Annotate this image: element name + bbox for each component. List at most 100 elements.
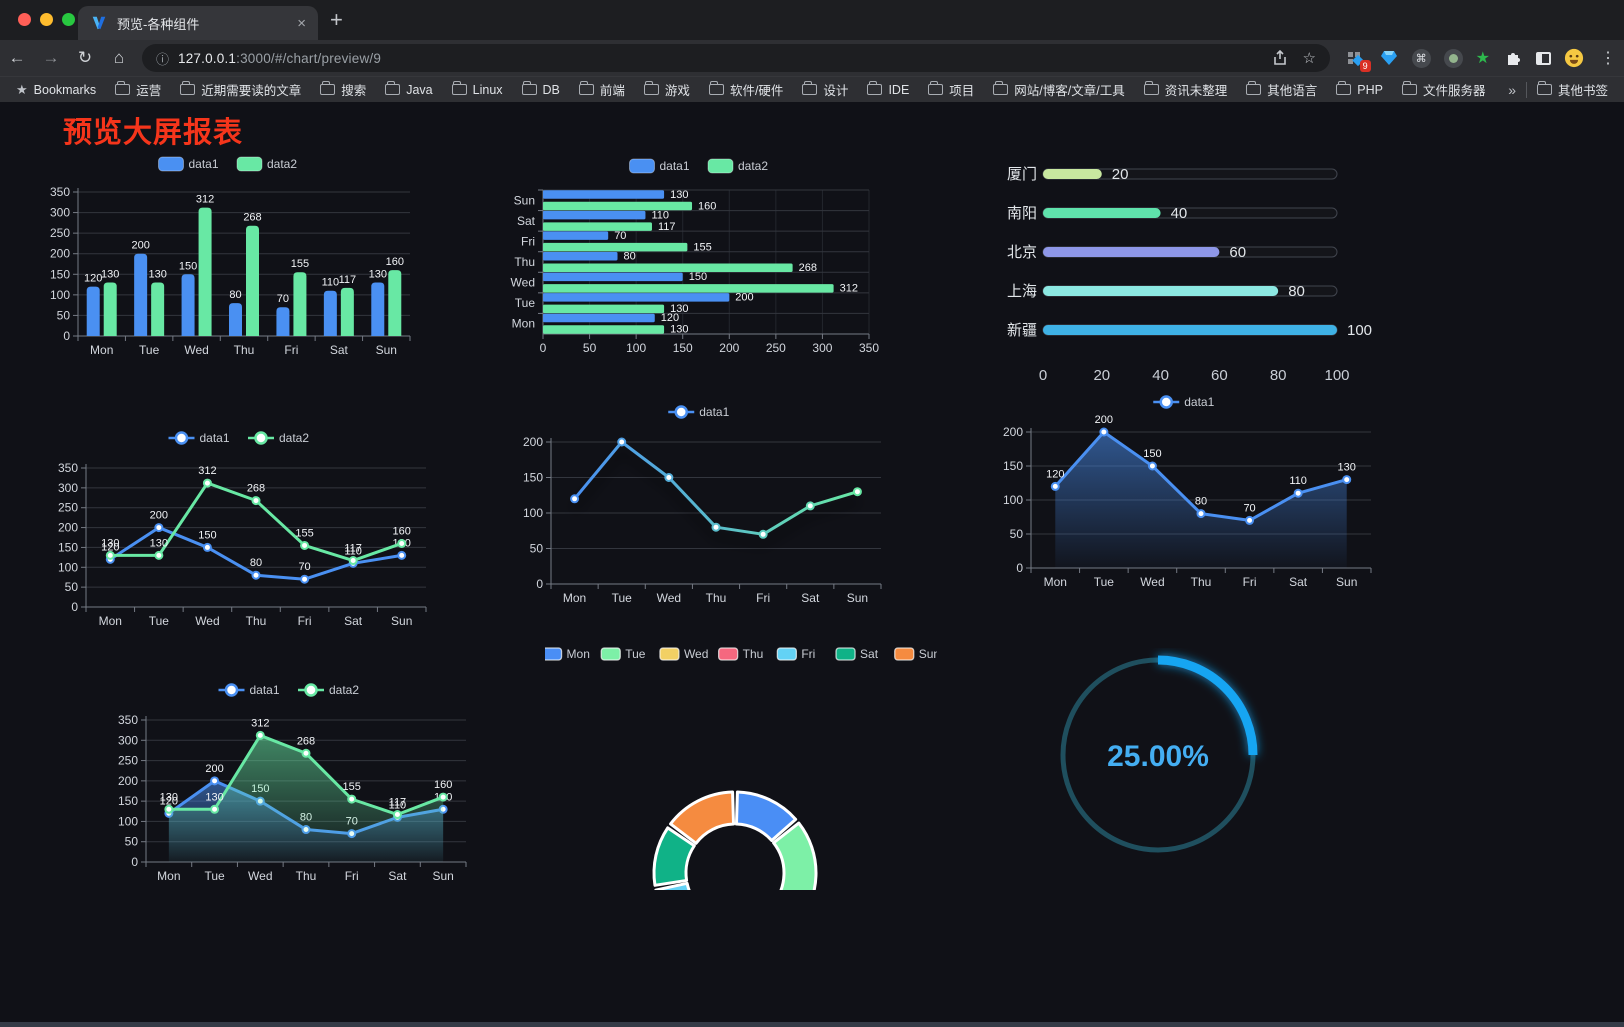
star-extension-icon[interactable]: ★ [1475, 50, 1490, 67]
svg-text:200: 200 [1095, 414, 1113, 426]
svg-text:150: 150 [118, 794, 138, 808]
svg-text:data1: data1 [200, 431, 230, 445]
address-bar[interactable]: ⓘ 127.0.0.1:3000/#/chart/preview/9 ☆ [142, 44, 1330, 72]
svg-text:data2: data2 [279, 431, 309, 445]
bookmark-folder-15[interactable]: PHP [1336, 80, 1383, 97]
reload-icon[interactable]: ↻ [77, 48, 93, 67]
bookmarks-root[interactable]: ★ Bookmarks [16, 82, 96, 98]
gauge-progress-ring[interactable]: 25.00% [1040, 648, 1276, 868]
svg-text:Mon: Mon [567, 647, 590, 661]
svg-text:Tue: Tue [612, 591, 633, 605]
svg-text:80: 80 [250, 557, 262, 569]
two-series-line-chart[interactable]: data1 data2 0 50 100 150 200 250 300 350 Mon Tue Wed… [40, 424, 442, 639]
bookmark-folder-16[interactable]: 文件服务器 [1401, 80, 1485, 99]
minimize-window-button[interactable] [40, 13, 53, 26]
bookmark-folder-13[interactable]: 资讯未整理 [1143, 80, 1227, 99]
browser-tab[interactable]: 预览-各种组件 × [78, 6, 318, 40]
folder-icon [1401, 80, 1417, 95]
grouped-bar-chart[interactable]: data1 data2 0 50 100 150 200 250 300 350 Mon Tue Wed… [40, 148, 420, 366]
tab-title: 预览-各种组件 [117, 16, 200, 32]
svg-text:350: 350 [859, 341, 879, 355]
bookmarks-overflow-chevron[interactable]: » [1508, 81, 1516, 98]
record-extension-icon[interactable] [1443, 48, 1463, 68]
svg-text:北京: 北京 [1007, 244, 1037, 261]
svg-text:155: 155 [291, 258, 309, 270]
svg-text:Sun: Sun [391, 614, 412, 628]
url-text: 127.0.0.1:3000/#/chart/preview/9 [178, 51, 381, 66]
other-bookmarks[interactable]: 其他书签 [1536, 80, 1608, 99]
sidebar-toggle-icon[interactable] [1536, 51, 1551, 65]
svg-text:100: 100 [1003, 493, 1023, 507]
puzzle-icon [1508, 53, 1520, 65]
back-icon[interactable]: ← [8, 48, 26, 67]
capsule-progress-chart[interactable]: 厦门 20 南阳 40 北京 60 上海 80 新疆 100 0 20 40 60 80 100 [985, 152, 1391, 388]
bookmark-folder-10[interactable]: IDE [867, 80, 909, 97]
svg-text:200: 200 [523, 435, 543, 449]
svg-text:150: 150 [673, 341, 693, 355]
svg-text:Sat: Sat [388, 869, 407, 883]
svg-text:50: 50 [125, 835, 139, 849]
svg-text:268: 268 [799, 262, 817, 274]
svg-text:117: 117 [389, 797, 407, 809]
forward-icon[interactable]: → [42, 48, 60, 67]
bookmark-folder-7[interactable]: 游戏 [643, 80, 690, 99]
svg-text:250: 250 [50, 226, 70, 240]
bookmark-folder-2[interactable]: 搜索 [320, 80, 366, 99]
donut-chart[interactable]: Mon Tue Wed Thu Fri Sat Sun [541, 640, 940, 956]
svg-text:50: 50 [530, 542, 544, 556]
bookmark-label: 网站/博客/文章/工具 [1014, 84, 1125, 98]
svg-text:上海: 上海 [1007, 283, 1037, 300]
svg-text:Mon: Mon [157, 869, 180, 883]
bookmarks-bar: ★ Bookmarks 运营 近期需要读的文章 搜索 Java Linux DB… [0, 76, 1624, 102]
grid-extension-icon[interactable]: 9 [1346, 48, 1371, 72]
gem-extension-icon[interactable] [1379, 48, 1399, 68]
bookmark-folder-9[interactable]: 设计 [802, 80, 848, 99]
share-icon[interactable] [1273, 50, 1287, 66]
home-icon[interactable]: ⌂ [113, 48, 125, 67]
svg-text:150: 150 [179, 260, 197, 272]
svg-text:40: 40 [1152, 367, 1169, 384]
bookmark-star-icon[interactable]: ☆ [1302, 50, 1316, 67]
svg-text:100: 100 [50, 288, 70, 302]
bookmark-folder-8[interactable]: 软件/硬件 [708, 80, 783, 99]
svg-text:Sat: Sat [344, 614, 363, 628]
close-window-button[interactable] [18, 13, 31, 26]
svg-text:250: 250 [58, 501, 78, 515]
svg-text:200: 200 [118, 774, 138, 788]
zoom-window-button[interactable] [62, 13, 75, 26]
browser-menu-icon[interactable]: ⋮ [1600, 50, 1616, 67]
profile-avatar[interactable] [1564, 48, 1584, 68]
command-extension-icon[interactable]: ⌘ [1411, 48, 1431, 68]
folder-icon [993, 80, 1009, 95]
folder-icon [802, 80, 818, 95]
svg-text:60: 60 [1211, 367, 1228, 384]
two-series-area-chart[interactable]: data1 data2 0 50 100 150 200 250 300 350 Mon Tue Wed… [100, 676, 482, 894]
svg-text:100: 100 [58, 560, 78, 574]
bookmark-folder-4[interactable]: Linux [451, 80, 503, 97]
svg-text:data1: data1 [699, 405, 729, 419]
area-line-chart[interactable]: data1 0 50 100 150 200 Mon Tue Wed Thu Fri Sat Sun 12… [985, 388, 1387, 600]
svg-text:150: 150 [50, 267, 70, 281]
folder-icon [180, 80, 196, 95]
svg-text:300: 300 [50, 206, 70, 220]
tab-close-icon[interactable]: × [297, 14, 306, 32]
svg-text:200: 200 [719, 341, 739, 355]
svg-text:312: 312 [196, 194, 214, 206]
gradient-line-chart[interactable]: data1 0 50 100 150 200 Mon Tue Wed Thu Fri Sat Sun [505, 398, 897, 616]
bookmark-folder-5[interactable]: DB [521, 80, 560, 97]
bookmark-folder-14[interactable]: 其他语言 [1246, 80, 1317, 99]
bookmark-folder-12[interactable]: 网站/博客/文章/工具 [993, 80, 1125, 99]
chart-canvas: data1 0 50 100 150 200 Mon Tue Wed Thu Fri Sat Sun 12… [1003, 395, 1372, 589]
folder-icon [451, 80, 467, 95]
svg-text:Fri: Fri [298, 614, 312, 628]
bookmark-folder-0[interactable]: 运营 [115, 80, 161, 99]
new-tab-button[interactable]: + [330, 7, 343, 32]
horizontal-bar-chart[interactable]: data1 data2 0 50 100 150 200 250 300 350 Sun 130 160… [505, 150, 897, 368]
bookmark-folder-3[interactable]: Java [385, 80, 433, 97]
extensions-puzzle-icon[interactable] [1503, 48, 1523, 68]
site-info-icon[interactable]: ⓘ [156, 51, 170, 67]
bookmark-folder-6[interactable]: 前端 [578, 80, 625, 99]
bookmarks-star-icon: ★ [16, 81, 28, 97]
bookmark-folder-1[interactable]: 近期需要读的文章 [180, 80, 301, 99]
bookmark-folder-11[interactable]: 项目 [928, 80, 974, 99]
